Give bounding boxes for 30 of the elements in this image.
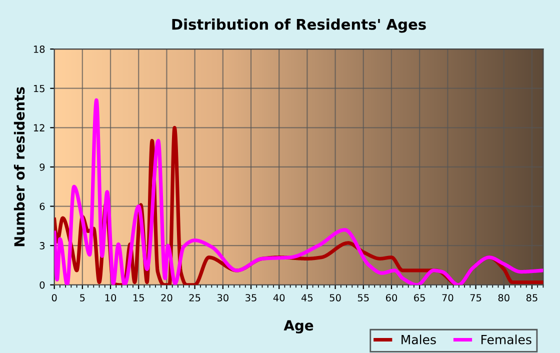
chart-title: Distribution of Residents' Ages: [172, 18, 426, 33]
y-tick-label: 3: [40, 242, 45, 250]
x-tick-label: 70: [442, 294, 454, 302]
x-tick-label: 20: [161, 294, 172, 302]
x-tick-label: 60: [386, 294, 398, 302]
x-tick-label: 75: [470, 294, 482, 302]
x-tick-label: 55: [358, 294, 369, 302]
x-tick-label: 30: [217, 294, 228, 302]
y-tick-label: 18: [34, 46, 45, 53]
x-tick-label: 65: [414, 294, 425, 302]
y-tick-label: 12: [34, 124, 44, 132]
y-tick-label: 0: [40, 281, 45, 289]
x-tick-label: 45: [301, 294, 313, 302]
x-tick-label: 0: [52, 294, 57, 302]
y-axis-title: Number of residents: [14, 87, 25, 246]
x-tick-label: 35: [246, 294, 256, 302]
legend-label: Males: [402, 334, 436, 344]
x-tick-label: 15: [133, 294, 144, 302]
legend-label: Females: [481, 334, 532, 344]
x-tick-label: 85: [526, 294, 538, 302]
y-tick-label: 6: [40, 202, 45, 210]
x-tick-label: 10: [105, 294, 116, 302]
x-tick-label: 50: [330, 294, 341, 302]
x-tick-label: 80: [498, 294, 510, 302]
x-tick-label: 40: [273, 294, 285, 302]
x-tick-label: 5: [80, 294, 85, 302]
x-tick-label: 25: [189, 294, 200, 302]
x-axis-title: Age: [284, 320, 314, 334]
y-tick-label: 9: [40, 163, 45, 171]
y-tick-label: 15: [34, 84, 44, 92]
